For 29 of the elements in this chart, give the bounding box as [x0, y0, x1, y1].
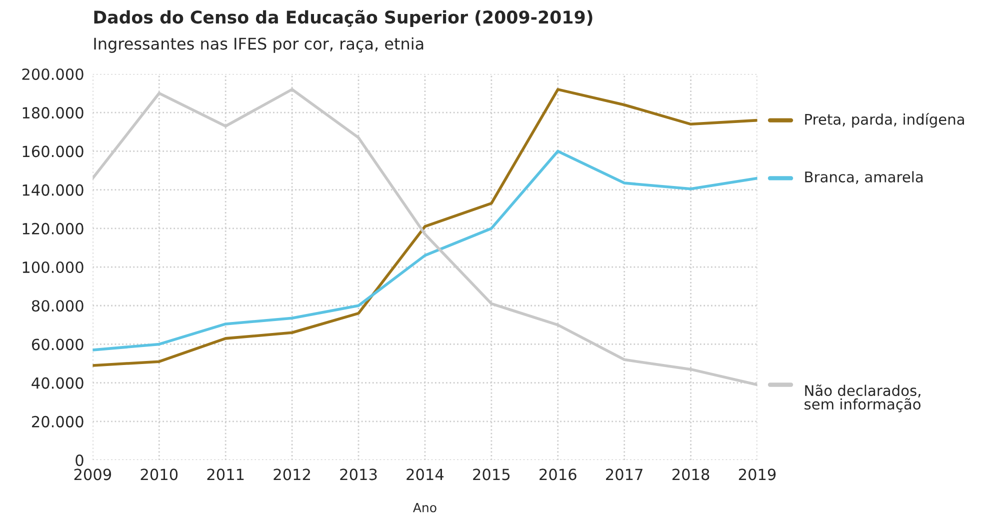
y-tick-label: 60.000 — [32, 338, 84, 350]
x-tick-label: 2013 — [340, 468, 377, 480]
y-tick-label: 0 — [76, 454, 84, 466]
legend-label: Preta, parda, indígena — [805, 112, 964, 128]
y-tick-label: 40.000 — [32, 377, 84, 389]
x-tick-label: 2015 — [473, 468, 510, 480]
y-tick-label: 20.000 — [32, 416, 84, 428]
legend-label: Branca, amarela — [805, 171, 923, 184]
x-tick-label: 2014 — [406, 468, 444, 480]
x-tick-label: 2018 — [672, 468, 710, 480]
x-tick-label: 2017 — [606, 468, 642, 480]
chart-title: Dados do Censo da Educação Superior (2009-2019) — [94, 10, 592, 28]
x-tick-label: 2011 — [207, 468, 244, 480]
line-series — [92, 150, 758, 352]
y-tick-label: 80.000 — [32, 300, 84, 312]
x-tick-label: 2019 — [738, 468, 776, 480]
x-axis-title: Ano — [413, 502, 436, 512]
y-tick-label: 120.000 — [22, 222, 84, 234]
x-tick-label: 2012 — [274, 468, 310, 480]
x-tick-label: 2016 — [540, 468, 576, 480]
x-tick-label: 2009 — [74, 468, 112, 480]
chart-subtitle: Ingressantes nas IFES por cor, raça, etnia — [94, 37, 424, 53]
y-tick-label: 140.000 — [22, 184, 84, 196]
y-tick-label: 200.000 — [22, 68, 84, 80]
y-tick-label: 160.000 — [22, 146, 84, 158]
y-tick-label: 180.000 — [22, 107, 84, 119]
y-tick-label: 100.000 — [22, 261, 84, 274]
legend-label: Não declarados, sem informação — [804, 384, 920, 412]
x-tick-label: 2010 — [140, 468, 178, 480]
